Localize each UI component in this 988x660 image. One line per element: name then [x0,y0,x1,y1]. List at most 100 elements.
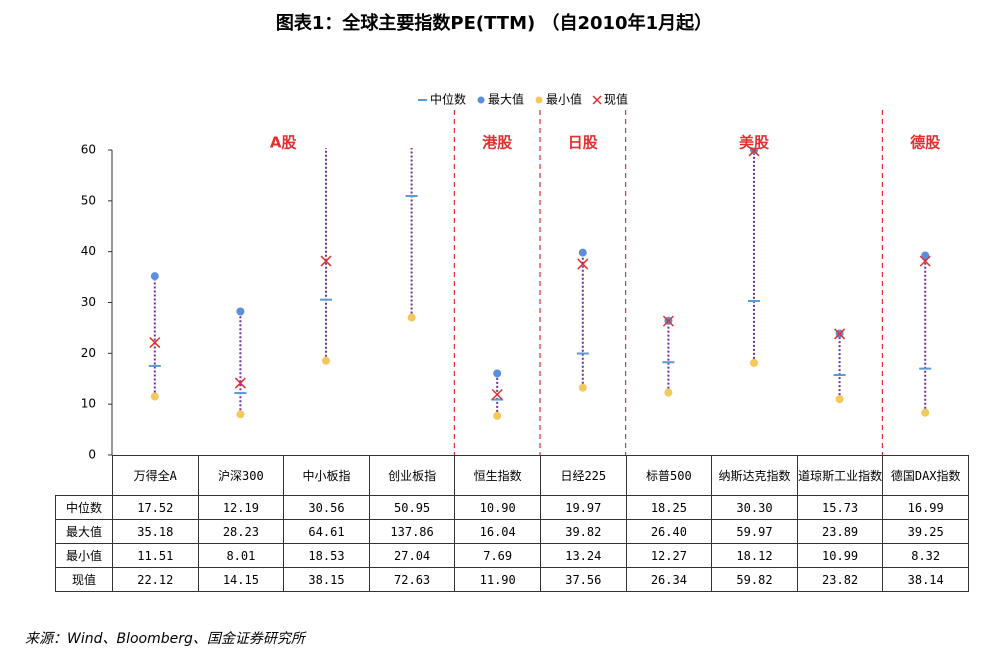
row-label: 现值 [55,567,113,592]
table-cell: 11.51 [112,543,199,568]
point [322,356,330,365]
point [664,388,673,397]
table-cell: 18.12 [711,543,798,568]
point [150,392,159,401]
category-cell: 日经225 [540,455,627,496]
category-cell: 沪深300 [197,455,285,496]
y-tick-label: 0 [88,448,96,462]
table-cell: 11.90 [454,567,541,592]
table-cell: 18.25 [625,495,713,520]
category-cell: 道琼斯工业指数 [796,455,884,496]
table-cell: 137.86 [368,519,456,544]
table-cell: 13.24 [540,543,627,568]
current-mark [748,148,760,157]
current-mark [834,328,846,340]
row-label: 中位数 [55,495,113,520]
point [493,411,502,420]
table-cell: 15.73 [796,495,884,520]
y-tick-label: 50 [81,193,96,207]
current-mark [407,81,417,91]
point [493,369,502,378]
point [921,408,930,417]
current-mark [149,337,161,349]
legend-marker [592,95,602,105]
table-cell: 72.63 [368,567,456,592]
y-tick-label: 10 [81,397,96,411]
table-cell: 23.89 [796,519,884,544]
table-cell: 22.12 [112,567,199,592]
category-cell: 中小板指 [283,455,370,496]
table-cell: 8.32 [882,543,969,568]
table-cell: 26.34 [625,567,713,592]
table-cell: 10.99 [796,543,884,568]
point [578,248,587,257]
legend-marker [477,96,485,104]
table-cell: 7.69 [454,543,541,568]
table-cell: 12.19 [197,495,285,520]
group-label: 美股 [739,134,770,152]
category-cell: 创业板指 [368,455,456,496]
table-cell: 23.82 [796,567,884,592]
table-cell: 50.95 [368,495,456,520]
table-cell: 18.53 [283,543,370,568]
table-cell: 16.04 [454,519,541,544]
legend-label: 最小值 [546,92,582,107]
table-cell: 14.15 [197,567,285,592]
point [921,251,930,260]
y-tick-label: 20 [81,346,96,360]
row-label: 最大值 [55,519,113,544]
current-mark [320,255,332,267]
table-cell: 35.18 [112,519,199,544]
chart-title: 图表1：全球主要指数PE(TTM) （自2010年1月起） [276,12,712,34]
table-cell: 59.82 [711,567,798,592]
table-cell: 8.01 [197,543,285,568]
legend-marker [535,96,543,104]
legend-label: 最大值 [488,92,524,107]
group-label: 德股 [910,134,941,152]
point [407,313,416,322]
table-cell: 27.04 [368,543,456,568]
table-cell: 16.99 [882,495,969,520]
group-label: A股 [270,134,298,152]
category-cell: 万得全A [112,455,199,496]
y-tick-label: 60 [81,143,96,157]
table-cell: 30.30 [711,495,798,520]
category-cell: 德国DAX指数 [882,455,969,496]
table-cell: 28.23 [197,519,285,544]
y-tick-label: 40 [81,244,96,258]
table-cell: 39.25 [882,519,969,544]
table-cell: 12.27 [625,543,713,568]
table-cell: 17.52 [112,495,199,520]
category-cell: 纳斯达克指数 [711,455,798,496]
row-label: 最小值 [55,543,113,568]
point [750,358,758,367]
group-label: 港股 [482,134,513,152]
source: 来源：Wind、Bloomberg、国金证券研究所 [25,631,305,647]
table-cell: 59.97 [711,519,798,544]
current-mark [919,255,931,267]
group-label: 日股 [568,134,599,152]
y-tick-label: 30 [81,295,96,309]
table-cell: 19.97 [540,495,627,520]
point [236,307,245,316]
plot-area [148,81,932,420]
point [150,272,159,281]
table-cell: 30.56 [283,495,370,520]
current-mark [577,258,589,270]
legend-label: 现值 [604,92,628,107]
category-cell: 恒生指数 [454,455,541,496]
point [835,395,844,404]
point [322,123,330,131]
current-mark [491,388,503,401]
table-cell: 39.82 [540,519,627,544]
table-cell: 37.56 [540,567,627,592]
table-cell: 26.40 [625,519,713,544]
point [578,383,587,392]
table-cell: 10.90 [454,495,541,520]
current-mark [234,377,246,389]
table-cell: 38.14 [882,567,969,592]
point [236,410,245,419]
legend-label: 中位数 [430,92,466,107]
